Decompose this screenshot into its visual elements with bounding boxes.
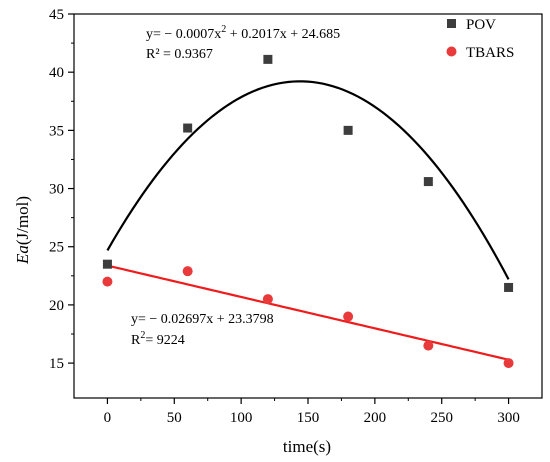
point-tbars: [182, 266, 193, 277]
legend-label-pov: POV: [466, 17, 496, 33]
y-tick-label: 30: [49, 182, 64, 198]
point-tbars: [503, 358, 514, 369]
y-tick-label: 45: [49, 7, 64, 23]
x-tick-label: 50: [167, 410, 182, 426]
point-pov: [504, 282, 514, 292]
point-pov: [263, 54, 273, 64]
y-tick-label: 25: [49, 240, 64, 256]
legend-marker-tbars: [446, 46, 457, 57]
point-tbars: [262, 294, 273, 305]
tbars-r-squared: R2= 9224: [131, 330, 185, 348]
y-tick-label: 35: [49, 123, 64, 139]
axes: 0 50 100 150 200 250 300 15 20 25 30 35 40 45: [49, 7, 543, 426]
y-tick-label: 15: [49, 356, 64, 372]
pov-fit-equation: y= − 0.0007x2 + 0.2017x + 24.685: [146, 24, 340, 42]
fit-lines: [106, 80, 510, 361]
data-points: [102, 54, 514, 369]
fit-line-tbars: [107, 264, 509, 361]
legend-label-tbars: TBARS: [466, 45, 514, 61]
pov-r-squared: R² = 0.9367: [146, 47, 213, 62]
point-tbars: [423, 340, 434, 351]
x-tick-label: 200: [364, 410, 387, 426]
point-tbars: [102, 276, 113, 287]
legend: POV TBARS: [446, 17, 514, 61]
y-tick-label: 20: [49, 298, 64, 314]
point-tbars: [343, 311, 354, 322]
x-tick-label: 0: [104, 410, 112, 426]
fit-line-pov: [106, 80, 510, 280]
x-tick-label: 100: [230, 410, 253, 426]
point-pov: [423, 177, 433, 187]
tbars-fit-equation: y= − 0.02697x + 23.3798: [131, 312, 274, 327]
x-tick-label: 250: [430, 410, 453, 426]
x-tick-label: 150: [297, 410, 320, 426]
x-tick-label: 300: [497, 410, 520, 426]
x-axis-title: time(s): [283, 437, 331, 456]
point-pov: [102, 259, 112, 269]
point-pov: [183, 123, 193, 133]
y-axis-title: Ea(J/mol): [13, 196, 32, 265]
point-pov: [343, 125, 353, 135]
y-tick-label: 40: [49, 65, 64, 81]
legend-marker-pov: [447, 19, 456, 28]
